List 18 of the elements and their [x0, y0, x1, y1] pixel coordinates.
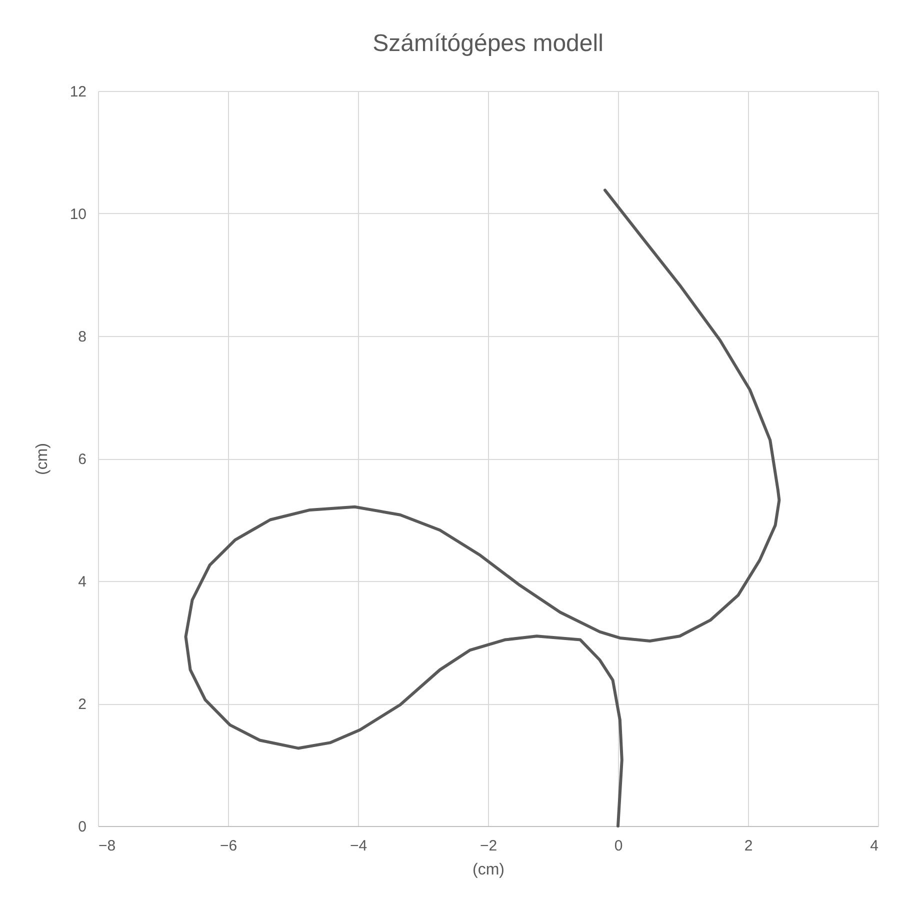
y-tick-label: 0	[78, 818, 86, 836]
y-tick-label: 6	[78, 451, 86, 468]
x-tick-label: 0	[614, 838, 623, 854]
x-tick-label: 4	[870, 838, 878, 854]
y-tick-label: 8	[78, 328, 86, 346]
chart-title: Számítógépes modell	[372, 30, 604, 57]
y-tick-label: 2	[78, 696, 86, 713]
x-tick-label: −8	[98, 838, 116, 854]
y-axis-title: (cm)	[34, 443, 51, 475]
x-tick-label: 2	[744, 838, 753, 854]
line-series	[184, 188, 781, 828]
x-tick-label: −6	[220, 838, 238, 854]
x-tick-label: −2	[480, 838, 498, 854]
y-tick-label: 10	[70, 206, 86, 223]
y-tick-label: 4	[78, 574, 86, 590]
x-tick-label: −4	[350, 838, 368, 854]
x-axis-title: (cm)	[472, 862, 504, 878]
y-tick-label: 12	[70, 84, 86, 100]
